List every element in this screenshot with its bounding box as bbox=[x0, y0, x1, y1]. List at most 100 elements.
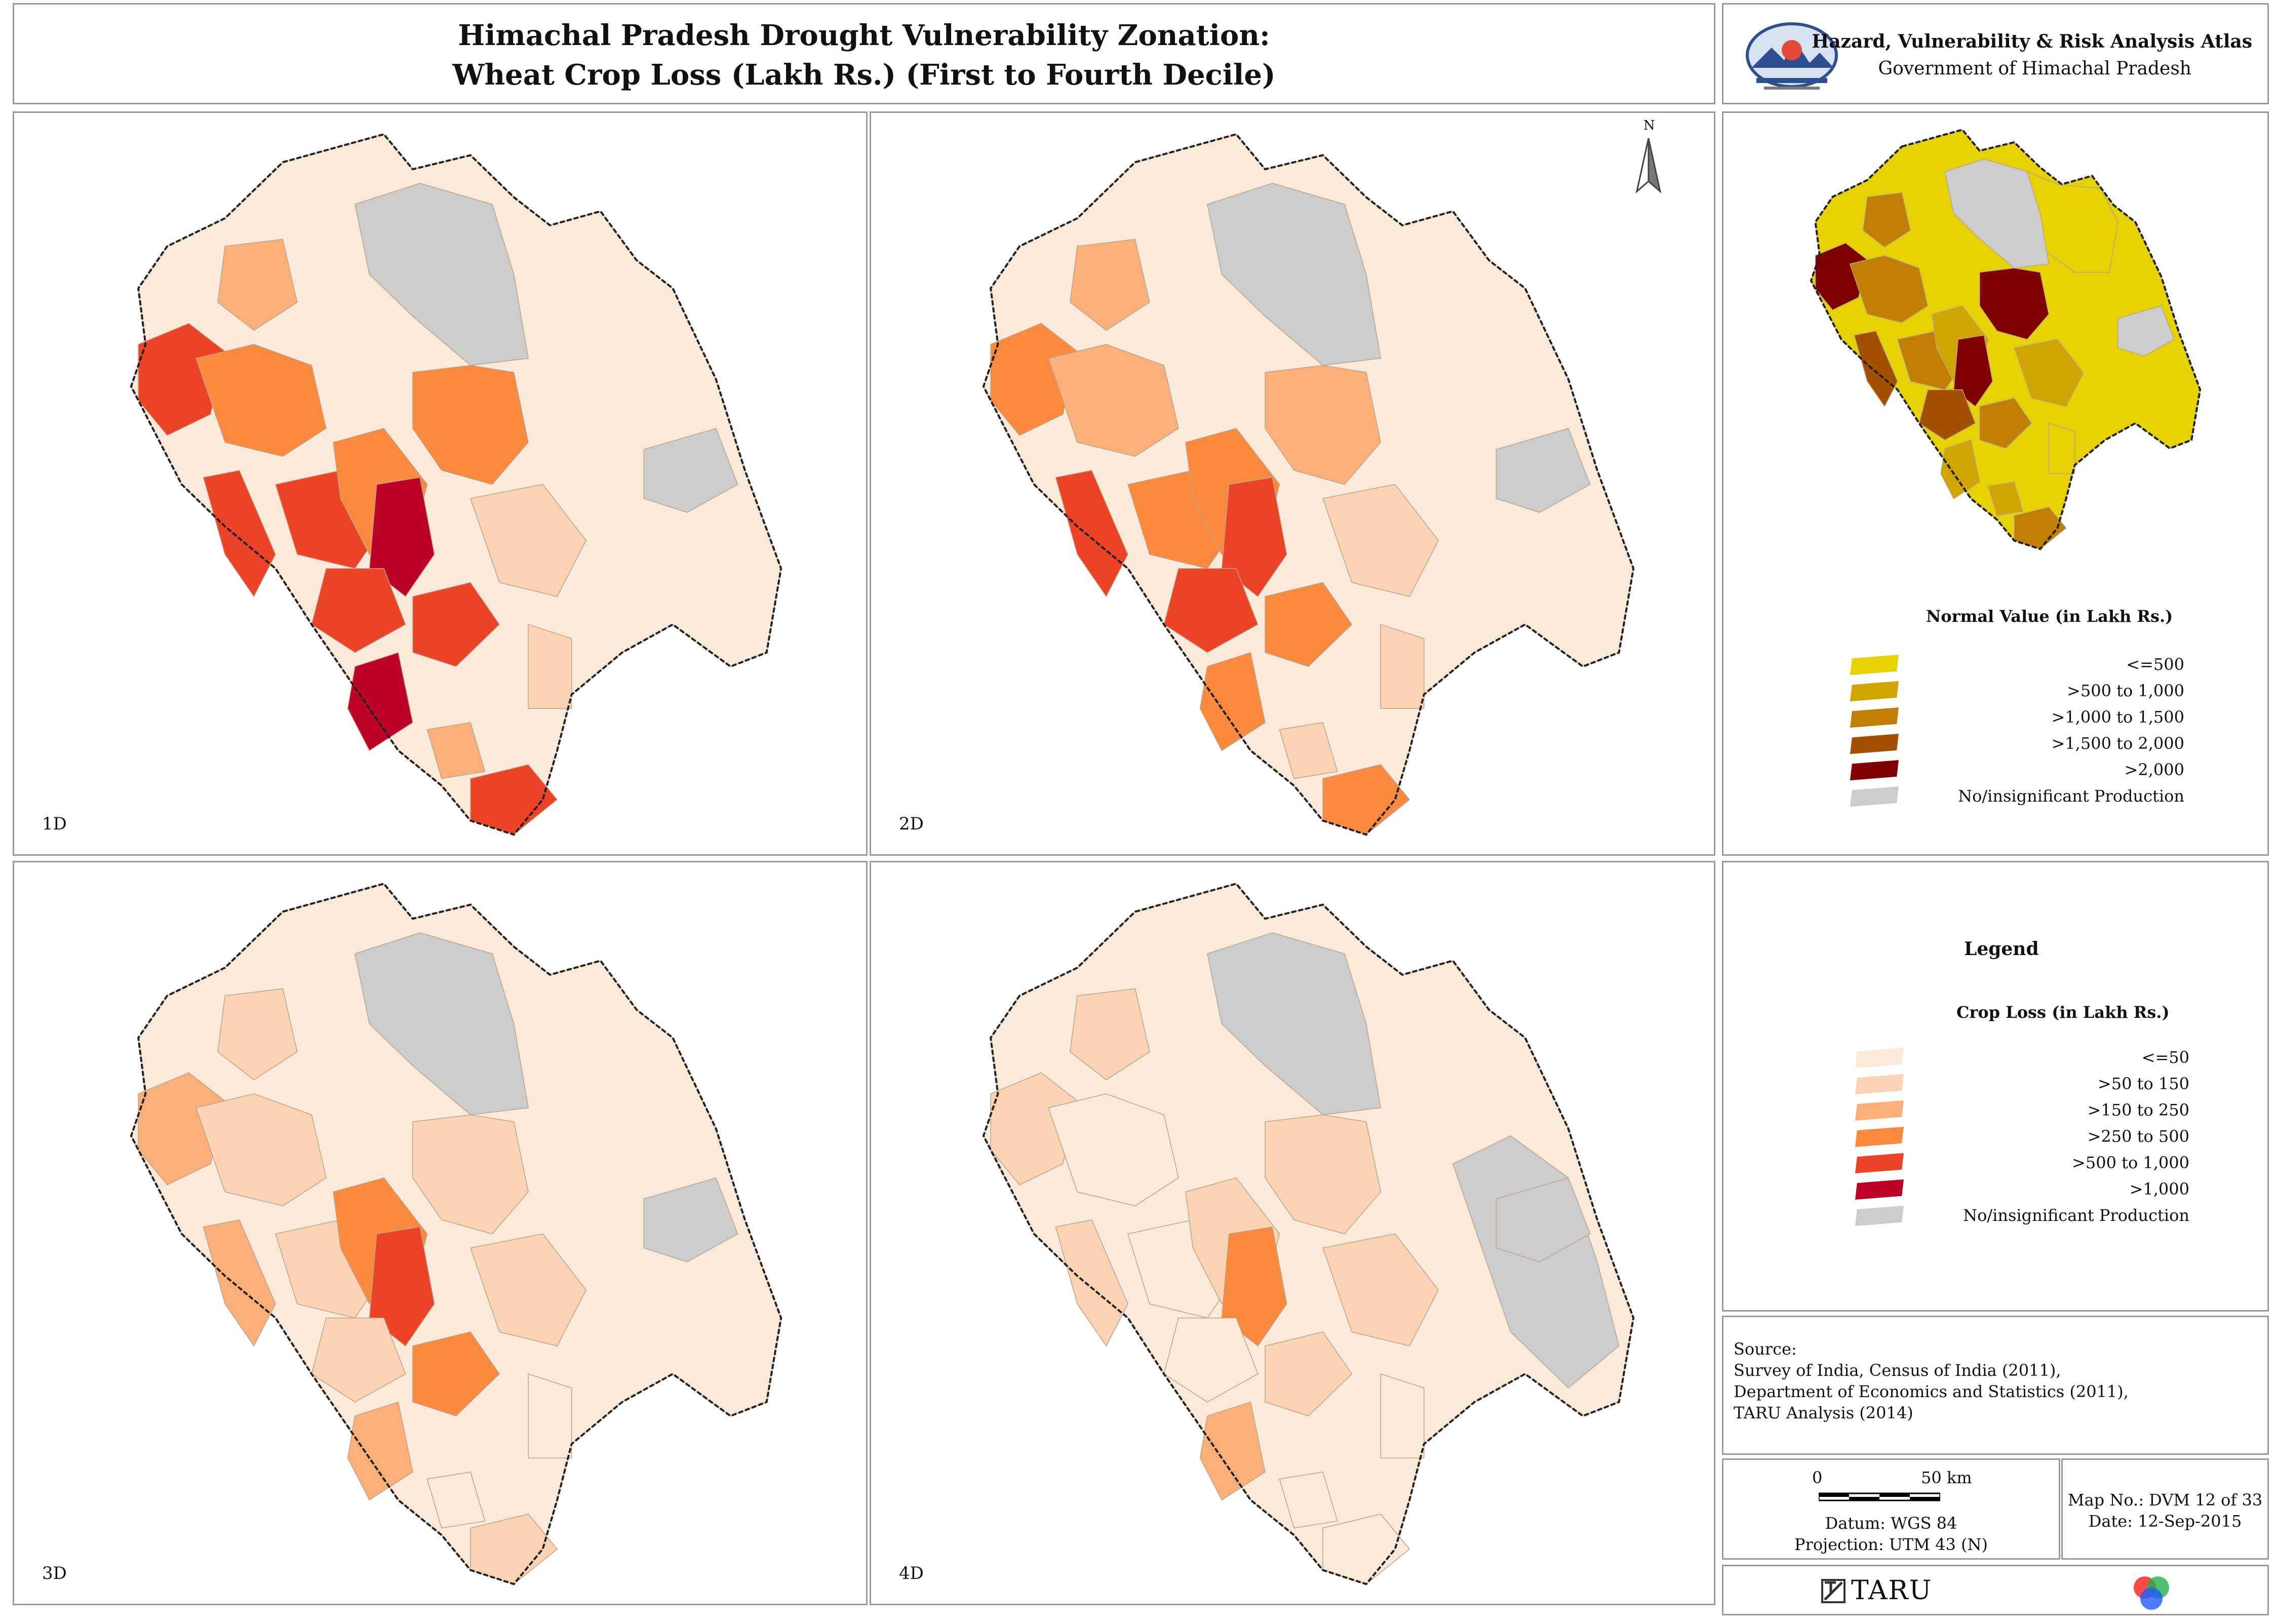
map-region-solan bbox=[1199, 652, 1266, 751]
map-region-kullu bbox=[412, 1114, 529, 1235]
rgb-circles-icon bbox=[2134, 1576, 2169, 1610]
state-boundary bbox=[982, 882, 1635, 1586]
map-region-sirmaur bbox=[470, 1514, 558, 1585]
normal-legend: <=500 >500 to 1,000 >1,000 to 1,500 >1,500 … bbox=[1850, 655, 2184, 822]
atlas-title: Hazard, Vulnerability & Risk Analysis At… bbox=[1812, 31, 2252, 52]
normal-legend-swatch bbox=[1850, 655, 1899, 675]
map-region-kullu bbox=[412, 365, 529, 485]
map-region-bilaspur bbox=[311, 568, 406, 653]
normal-legend-item: <=500 bbox=[1850, 655, 2184, 678]
map-region-rampur bbox=[2048, 422, 2075, 474]
map-region-northgray bbox=[1207, 932, 1381, 1116]
map-region-bilaspur bbox=[1163, 1317, 1259, 1403]
crop-legend-label: No/insignificant Production bbox=[1963, 1206, 2189, 1225]
normal-legend-swatch bbox=[1850, 786, 1899, 807]
normal-legend-label: No/insignificant Production bbox=[1958, 786, 2184, 806]
header-panel: Hazard, Vulnerability & Risk Analysis At… bbox=[1722, 3, 2269, 104]
normal-legend-item: No/insignificant Production bbox=[1850, 786, 2184, 810]
crop-legend-item: >1,000 bbox=[1855, 1179, 2189, 1203]
normal-legend-label: >1,500 to 2,000 bbox=[2051, 734, 2185, 753]
crop-loss-legend-panel: Legend Crop Loss (in Lakh Rs.) <=50 >50 t… bbox=[1722, 861, 2269, 1312]
state-boundary bbox=[130, 882, 782, 1586]
normal-legend-swatch bbox=[1850, 734, 1899, 754]
map-region-kangra bbox=[1048, 344, 1179, 457]
map-region-shimla_w bbox=[1979, 398, 2032, 449]
map-region-kin_gray bbox=[2117, 305, 2175, 357]
north-arrow-icon bbox=[1635, 138, 1662, 194]
map-region-sirmaur bbox=[1322, 764, 1410, 836]
map-region-chamba_c bbox=[1070, 239, 1150, 331]
map-region-sirmaur2 bbox=[1279, 1472, 1338, 1529]
himachal-seal-icon bbox=[1746, 22, 1838, 90]
crop-legend-label: >150 to 250 bbox=[2087, 1100, 2189, 1120]
map-region-shimla bbox=[2014, 339, 2084, 407]
map-4d bbox=[982, 882, 1635, 1586]
crop-legend-title: Crop Loss (in Lakh Rs.) bbox=[1956, 1003, 2170, 1022]
map-region-kangra_w bbox=[138, 323, 226, 436]
normal-legend-title: Normal Value (in Lakh Rs.) bbox=[1926, 607, 2173, 626]
map-region-sirmaur2 bbox=[1279, 722, 1338, 779]
crop-legend-label: >500 to 1,000 bbox=[2072, 1153, 2189, 1172]
map-region-shimla bbox=[470, 1233, 587, 1346]
map-region-kangra bbox=[195, 1093, 327, 1207]
scale-start-label: 0 bbox=[1812, 1468, 1823, 1487]
map-region-sirmaur bbox=[470, 764, 558, 836]
map-region-kin_gray bbox=[1496, 428, 1591, 513]
normal-legend-item: >500 to 1,000 bbox=[1850, 681, 2184, 704]
map-label-4d: 4D bbox=[899, 1563, 924, 1583]
map-region-shimla_w bbox=[412, 582, 500, 667]
map-region-bilaspur bbox=[1163, 568, 1259, 653]
crop-legend: <=50 >50 to 150 >150 to 250 >250 to 500 >500… bbox=[1855, 1048, 2189, 1235]
crop-legend-item: >50 to 150 bbox=[1855, 1074, 2189, 1097]
normal-legend-swatch bbox=[1850, 707, 1899, 728]
map-region-northgray bbox=[1944, 159, 2050, 269]
map-2d bbox=[982, 133, 1635, 836]
crop-legend-item: >500 to 1,000 bbox=[1855, 1153, 2189, 1176]
crop-legend-swatch bbox=[1855, 1100, 1904, 1121]
map-number: Map No.: DVM 12 of 33 bbox=[2067, 1490, 2263, 1510]
source-line-2: Department of Economics and Statistics (… bbox=[1734, 1382, 2129, 1401]
map-region-chamba_c bbox=[1862, 192, 1911, 248]
map-panel-3d: 3D bbox=[13, 861, 868, 1605]
crop-legend-swatch bbox=[1855, 1179, 1904, 1200]
map-region-mandi_c bbox=[1221, 1226, 1287, 1346]
government-name: Government of Himachal Pradesh bbox=[1878, 58, 2191, 79]
map-region-solan bbox=[1199, 1401, 1266, 1501]
footer-panel: TARU bbox=[1722, 1565, 2269, 1615]
source-heading: Source: bbox=[1734, 1339, 1797, 1359]
map-region-northgray bbox=[1207, 183, 1381, 366]
map-date: Date: 12-Sep-2015 bbox=[2088, 1512, 2242, 1531]
map-region-mandi_c bbox=[369, 1226, 435, 1346]
map-region-una bbox=[1854, 330, 1898, 408]
map-region-solan bbox=[1940, 439, 1980, 499]
map-region-kin_gray bbox=[643, 428, 738, 513]
map-region-kin_gray bbox=[643, 1177, 738, 1262]
title-panel: Himachal Pradesh Drought Vulnerability Z… bbox=[13, 3, 1715, 104]
crop-legend-swatch bbox=[1855, 1048, 1904, 1068]
map-region-solan bbox=[347, 652, 413, 751]
map-region-shimla bbox=[1322, 484, 1439, 597]
page-title-line-1: Himachal Pradesh Drought Vulnerability Z… bbox=[458, 19, 1270, 52]
normal-legend-item: >1,500 to 2,000 bbox=[1850, 734, 2184, 757]
map-region-sirmaur bbox=[2014, 506, 2067, 550]
map-region-una bbox=[1055, 470, 1128, 598]
state-boundary bbox=[982, 133, 1635, 836]
map-panel-2d: 2D N bbox=[870, 111, 1715, 856]
map-region-una bbox=[203, 470, 276, 598]
map-region-kangra bbox=[195, 344, 327, 457]
scale-panel: 0 50 km Datum: WGS 84 Projection: UTM 43… bbox=[1722, 1458, 2060, 1560]
taru-brand: TARU bbox=[1851, 1575, 1933, 1606]
map-region-sirmaur2 bbox=[426, 1472, 486, 1529]
normal-legend-item: >1,000 to 1,500 bbox=[1850, 707, 2184, 731]
legend-heading: Legend bbox=[1964, 938, 2039, 960]
state-boundary bbox=[1810, 128, 2202, 550]
map-region-solan bbox=[347, 1401, 413, 1501]
crop-legend-item: <=50 bbox=[1855, 1048, 2189, 1071]
map-normal-value bbox=[1810, 128, 2202, 550]
crop-legend-item: >250 to 500 bbox=[1855, 1127, 2189, 1150]
map-region-shimla bbox=[1322, 1233, 1439, 1346]
map-region-una bbox=[1055, 1219, 1128, 1347]
map-region-northgray bbox=[355, 932, 529, 1116]
map-region-rampur bbox=[1380, 624, 1425, 709]
map-region-rampur bbox=[528, 624, 572, 709]
